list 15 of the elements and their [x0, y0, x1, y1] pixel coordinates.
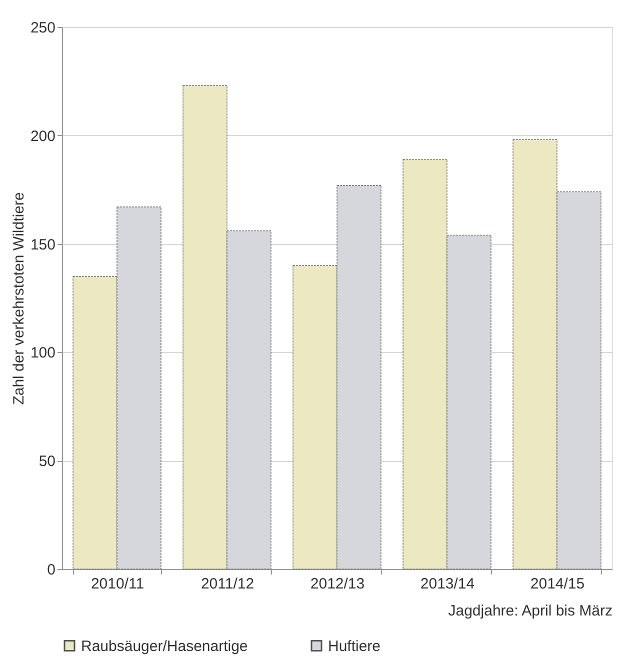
y-tick-label: 250	[30, 20, 56, 36]
x-axis-title: Jagdjahre: April bis März	[448, 602, 612, 620]
x-tick-label: 2011/12	[200, 576, 254, 592]
x-tick-label: 2012/13	[310, 576, 365, 592]
y-tick-label: 200	[30, 128, 56, 145]
y-tick-label: 0	[47, 562, 56, 578]
legend-label: Huftiere	[328, 638, 381, 655]
y-tick-label: 150	[30, 236, 56, 254]
x-tick-label: 2014/15	[530, 576, 585, 592]
y-tick-label: 100	[30, 344, 56, 362]
legend-label: Raubsäuger/Hasenartige	[81, 638, 248, 655]
y-axis-title: Zahl der verkehrstoten Wildtiere	[10, 192, 28, 405]
y-tick-label: 50	[38, 453, 56, 470]
x-tick-label: 2013/14	[420, 576, 475, 592]
x-tick-label: 2010/11	[90, 576, 144, 592]
